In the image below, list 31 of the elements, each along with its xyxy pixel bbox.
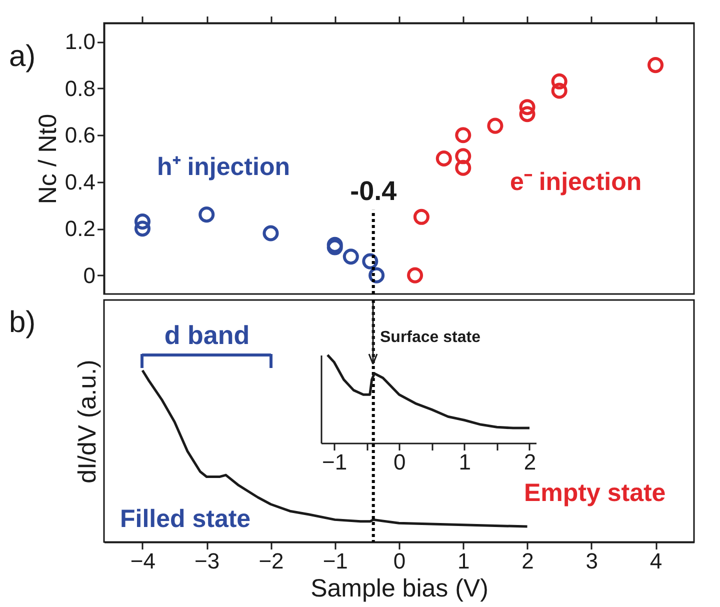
x-tick-label: −4 bbox=[130, 548, 156, 574]
annotation: Empty state bbox=[524, 479, 666, 507]
x-tick-label: −3 bbox=[194, 548, 220, 574]
annotation: -0.4 bbox=[350, 176, 397, 206]
y-axis-title: Nc / Nt0 bbox=[34, 114, 62, 204]
y-tick-label: 0.6 bbox=[64, 122, 96, 148]
y-tick-label: 0.8 bbox=[64, 76, 96, 101]
x-tick-label: 3 bbox=[586, 548, 598, 574]
y-tick-label: 0.4 bbox=[64, 169, 96, 194]
x-tick-label: 0 bbox=[394, 450, 406, 474]
text: Surface state bbox=[380, 329, 481, 346]
x-tick-label: 2 bbox=[522, 548, 534, 574]
x-axis-title: Sample bias (V) bbox=[310, 574, 488, 602]
x-tick-label: 4 bbox=[650, 548, 662, 574]
text: b) bbox=[9, 306, 36, 339]
y-axis-title: dI/dV (a.u.) bbox=[74, 360, 102, 484]
x-tick-label: 1 bbox=[458, 548, 470, 574]
x-tick-label: 0 bbox=[393, 548, 406, 574]
x-tick-label: −1 bbox=[322, 450, 348, 474]
text: d band bbox=[164, 320, 250, 350]
y-tick-label: 0.2 bbox=[64, 216, 96, 242]
annotation: h⁺ injection bbox=[157, 153, 290, 181]
text: a) bbox=[9, 40, 36, 73]
y-tick-label: 1.0 bbox=[64, 29, 96, 54]
x-tick-label: −1 bbox=[322, 548, 348, 574]
y-tick-label: 0 bbox=[83, 262, 96, 288]
x-tick-label: 2 bbox=[524, 450, 536, 474]
x-tick-label: −2 bbox=[258, 548, 284, 574]
x-tick-label: 1 bbox=[458, 450, 471, 474]
annotation: Filled state bbox=[120, 505, 251, 533]
annotation: e⁻ injection bbox=[510, 168, 642, 196]
